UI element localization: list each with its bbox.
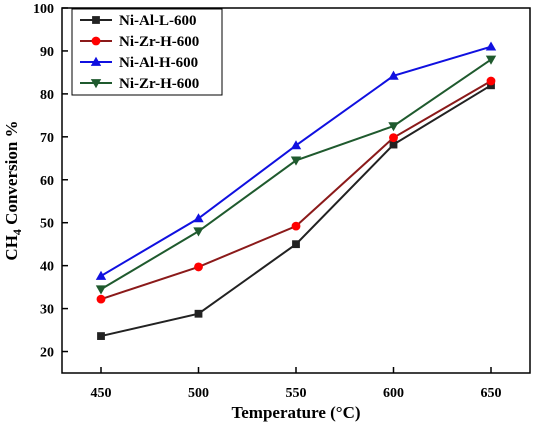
y-tick-label: 100 (33, 2, 54, 17)
data-point-square (292, 240, 300, 249)
x-tick-label: 550 (286, 386, 307, 401)
y-tick-label: 90 (40, 45, 54, 60)
data-point-circle (389, 133, 398, 143)
y-axis-title-rest: Conversion % (2, 120, 21, 229)
series-4 (95, 55, 497, 295)
series-line (100, 84, 492, 338)
x-tick-label: 650 (481, 386, 502, 401)
data-point-circle (486, 76, 496, 86)
legend-item: Ni-Al-H-600 (80, 55, 198, 71)
x-tick-label: 600 (383, 386, 404, 401)
data-point-circle (194, 262, 203, 272)
x-tick-label: 450 (91, 386, 112, 401)
y-tick-label: 30 (40, 303, 54, 318)
data-point-triangle-up (193, 213, 204, 223)
y-tick-label: 20 (40, 346, 54, 361)
legend-item: Ni-Al-L-600 (80, 13, 197, 29)
data-point-square (194, 309, 203, 318)
data-point-triangle-down (193, 227, 204, 237)
series-2 (96, 76, 496, 304)
series-1 (97, 81, 495, 340)
legend-label: Ni-Zr-H-600 (119, 76, 199, 92)
data-point-square (92, 16, 100, 24)
legend-label: Ni-Al-H-600 (119, 55, 198, 71)
data-point-triangle-down (388, 122, 399, 132)
y-tick-label: 50 (40, 217, 54, 232)
legend-label: Ni-Zr-H-600 (119, 34, 199, 50)
x-axis-title: Temperature (°C) (231, 403, 360, 422)
data-point-triangle-down (485, 55, 497, 65)
y-tick-label: 60 (40, 174, 54, 189)
data-point-circle (91, 36, 101, 46)
y-axis-title-main: CH (2, 235, 21, 261)
data-point-triangle-up (90, 56, 102, 66)
data-point-triangle-up (95, 270, 107, 280)
data-point-circle (291, 221, 301, 231)
data-point-triangle-down (95, 285, 107, 295)
data-point-triangle-up (485, 41, 497, 51)
legend-item: Ni-Zr-H-600 (80, 76, 199, 92)
data-point-triangle-up (388, 70, 399, 80)
legend-label: Ni-Al-L-600 (119, 13, 197, 29)
y-axis-title-subscript: 4 (10, 229, 24, 235)
y-tick-label: 80 (40, 88, 54, 103)
data-point-triangle-up (290, 140, 302, 150)
x-tick-label: 500 (188, 386, 209, 401)
y-tick-label: 70 (40, 131, 54, 146)
y-tick-label: 40 (40, 260, 54, 275)
x-axis: 450 500 550 600 650 (91, 367, 502, 401)
legend: Ni-Al-L-600 Ni-Zr-H-600 Ni-Al-H-600 Ni-Zr-H… (71, 8, 223, 96)
data-point-square (97, 332, 105, 340)
y-axis: 20 30 40 50 60 70 80 90 100 (33, 2, 68, 361)
data-point-square (389, 140, 398, 149)
y-axis-title: CH4 Conversion % (2, 120, 24, 260)
plot-content (95, 41, 497, 340)
series-line (100, 80, 492, 301)
series-3 (95, 41, 497, 280)
data-point-triangle-down (90, 79, 102, 89)
data-point-triangle-down (290, 156, 302, 166)
legend-item: Ni-Zr-H-600 (80, 34, 199, 50)
data-point-circle (96, 294, 106, 304)
